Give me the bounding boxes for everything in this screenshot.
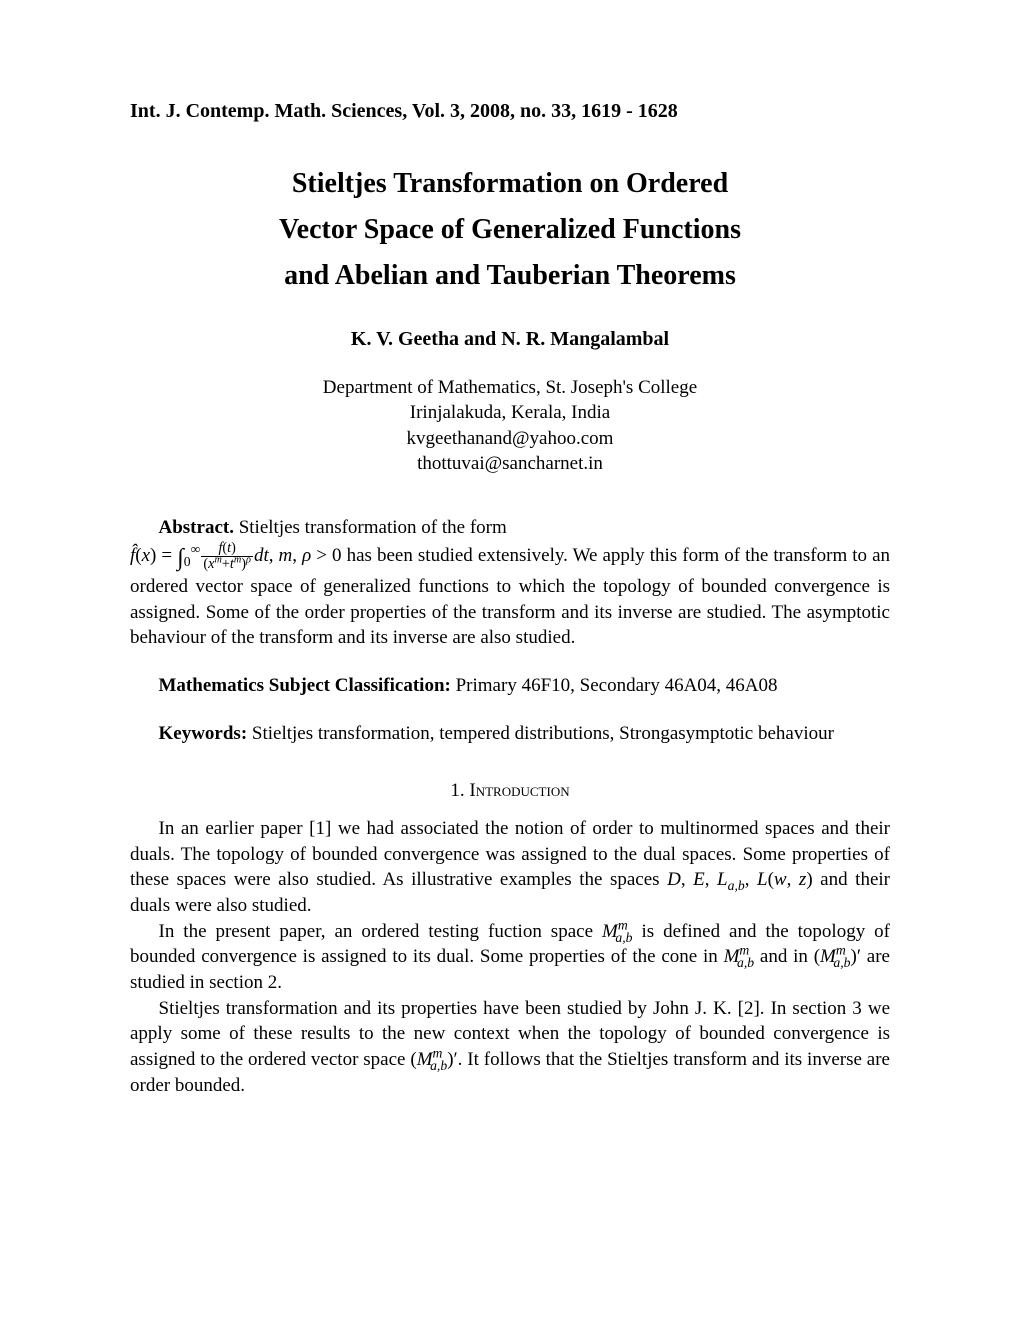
affiliation-location: Irinjalakuda, Kerala, India <box>130 400 890 426</box>
affiliation: Department of Mathematics, St. Joseph's … <box>130 375 890 478</box>
affiliation-dept: Department of Mathematics, St. Joseph's … <box>130 375 890 401</box>
title-line-1: Stieltjes Transformation on Ordered <box>130 161 890 207</box>
intro-para-3: Stieltjes transformation and its propert… <box>130 996 890 1099</box>
title-line-2: Vector Space of Generalized Functions <box>130 207 890 253</box>
p2-math-2: Mma,b <box>724 946 755 967</box>
affiliation-email-2: thottuvai@sancharnet.in <box>130 451 890 477</box>
abstract-formula: f̂(x) = ∫0∞f(t)(xm+tm)ρdt, m, ρ > 0 <box>130 545 342 566</box>
authors: K. V. Geetha and N. R. Mangalambal <box>130 328 890 351</box>
p3-math: (Mma,b)′ <box>410 1049 457 1070</box>
keywords-label: Keywords: <box>159 723 248 744</box>
p2-math-1: Mma,b <box>602 921 633 942</box>
section-1-heading: 1. Introduction <box>130 780 890 802</box>
p2-text-a: In the present paper, an ordered testing… <box>159 921 602 942</box>
abstract-label: Abstract. <box>159 517 234 538</box>
paper-page: Int. J. Contemp. Math. Sciences, Vol. 3,… <box>0 0 1020 1320</box>
title-line-3: and Abelian and Tauberian Theorems <box>130 253 890 299</box>
p2-text-c: and in <box>754 946 814 967</box>
msc-label: Mathematics Subject Classification: <box>159 675 451 696</box>
journal-header: Int. J. Contemp. Math. Sciences, Vol. 3,… <box>130 100 890 123</box>
intro-para-1: In an earlier paper [1] we had associate… <box>130 816 890 919</box>
abstract-intro: Stieltjes transformation of the form <box>234 517 507 538</box>
keywords: Keywords: Stieltjes transformation, temp… <box>130 721 890 747</box>
intro-para-2: In the present paper, an ordered testing… <box>130 919 890 996</box>
msc-text: Primary 46F10, Secondary 46A04, 46A08 <box>451 675 778 696</box>
p2-math-3: (Mma,b)′ <box>814 946 861 967</box>
abstract: Abstract. Stieltjes transformation of th… <box>130 515 890 651</box>
affiliation-email-1: kvgeethanand@yahoo.com <box>130 426 890 452</box>
p1-math: D, E, La,b, L(w, z) <box>667 869 813 890</box>
msc: Mathematics Subject Classification: Prim… <box>130 673 890 699</box>
paper-title: Stieltjes Transformation on Ordered Vect… <box>130 161 890 300</box>
keywords-text: Stieltjes transformation, tempered distr… <box>247 723 834 744</box>
